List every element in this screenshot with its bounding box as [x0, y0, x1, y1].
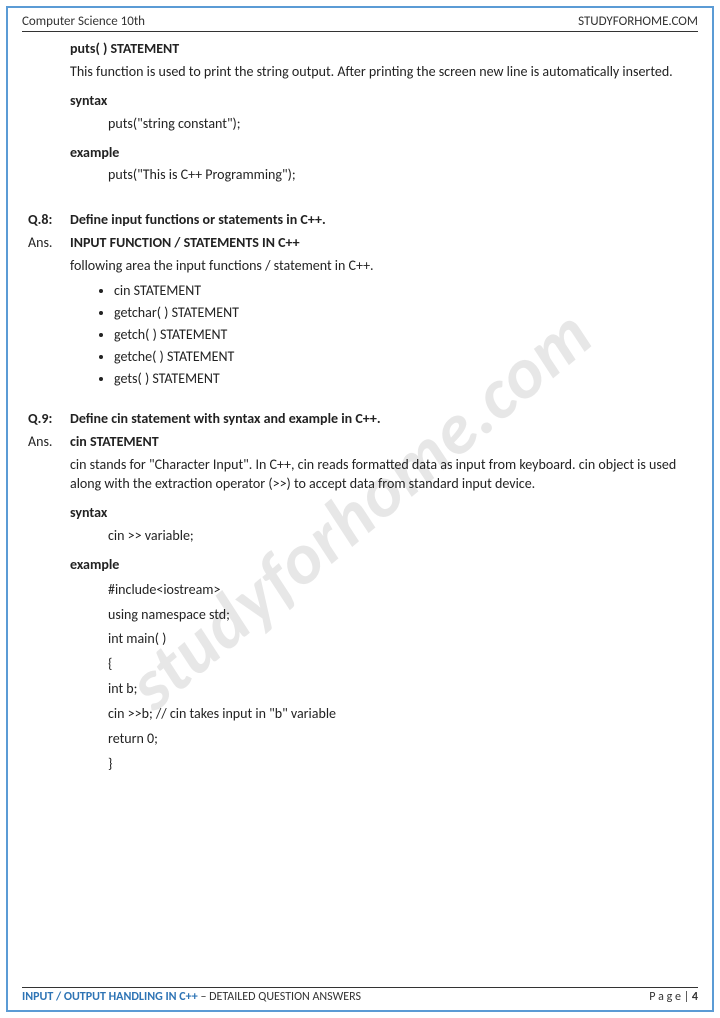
q8-title: INPUT FUNCTION / STATEMENTS IN C++: [70, 234, 692, 253]
q8-desc: following area the input functions / sta…: [70, 257, 692, 276]
list-item: getchar( ) STATEMENT: [114, 304, 692, 323]
puts-syntax-code: puts("string constant");: [108, 115, 692, 134]
list-item: getch( ) STATEMENT: [114, 326, 692, 345]
code-line: #include<iostream>: [108, 581, 692, 600]
list-item: getche( ) STATEMENT: [114, 348, 692, 367]
q8-ans-row: Ans. INPUT FUNCTION / STATEMENTS IN C++ …: [28, 234, 692, 388]
puts-section: puts( ) STATEMENT This function is used …: [70, 40, 692, 185]
q9-desc: cin stands for "Character Input". In C++…: [70, 456, 692, 494]
puts-example-code: puts("This is C++ Programming");: [108, 166, 692, 185]
q9-ans-row: Ans. cin STATEMENT cin stands for "Chara…: [28, 433, 692, 773]
q9-example-label: example: [70, 556, 692, 575]
header-left: Computer Science 10th: [22, 14, 145, 29]
code-line: }: [108, 755, 692, 774]
q9-syntax-label: syntax: [70, 504, 692, 523]
list-item: cin STATEMENT: [114, 282, 692, 301]
q8-list: cin STATEMENT getchar( ) STATEMENT getch…: [114, 282, 692, 388]
code-line: int b;: [108, 680, 692, 699]
q9-example-code: #include<iostream> using namespace std; …: [108, 581, 692, 774]
q9-label: Q.9:: [28, 410, 70, 429]
puts-syntax-label: syntax: [70, 92, 692, 111]
code-line: {: [108, 655, 692, 674]
header-right: STUDYFORHOME.COM: [578, 14, 698, 29]
page-content: puts( ) STATEMENT This function is used …: [28, 40, 692, 978]
puts-example-label: example: [70, 144, 692, 163]
q8-ans-body: INPUT FUNCTION / STATEMENTS IN C++ follo…: [70, 234, 692, 388]
code-line: return 0;: [108, 730, 692, 749]
page-header: Computer Science 10th STUDYFORHOME.COM: [22, 14, 698, 32]
q8-text: Define input functions or statements in …: [70, 211, 326, 230]
puts-title: puts( ) STATEMENT: [70, 40, 692, 59]
q9-ans-label: Ans.: [28, 433, 70, 773]
q9-syntax-code: cin >> variable;: [108, 527, 692, 546]
list-item: gets( ) STATEMENT: [114, 370, 692, 389]
q8-row: Q.8: Define input functions or statement…: [28, 211, 692, 230]
footer-right: P a g e | 4: [649, 990, 698, 1004]
q8-ans-label: Ans.: [28, 234, 70, 388]
footer-topic: INPUT / OUTPUT HANDLING IN C++: [22, 990, 198, 1004]
puts-desc: This function is used to print the strin…: [70, 63, 692, 82]
q9-text: Define cin statement with syntax and exa…: [70, 410, 381, 429]
page-footer: INPUT / OUTPUT HANDLING IN C++ – DETAILE…: [22, 987, 698, 1004]
footer-page-sep: |: [681, 990, 692, 1004]
q8-label: Q.8:: [28, 211, 70, 230]
q9-row: Q.9: Define cin statement with syntax an…: [28, 410, 692, 429]
code-line: cin >>b; // cin takes input in "b" varia…: [108, 705, 692, 724]
footer-suffix: – DETAILED QUESTION ANSWERS: [198, 990, 361, 1004]
q9-title: cin STATEMENT: [70, 433, 692, 452]
code-line: using namespace std;: [108, 606, 692, 625]
q9-ans-body: cin STATEMENT cin stands for "Character …: [70, 433, 692, 773]
footer-left: INPUT / OUTPUT HANDLING IN C++ – DETAILE…: [22, 990, 361, 1004]
footer-page-num: 4: [692, 990, 698, 1004]
code-line: int main( ): [108, 630, 692, 649]
footer-page-label: P a g e: [649, 990, 681, 1004]
